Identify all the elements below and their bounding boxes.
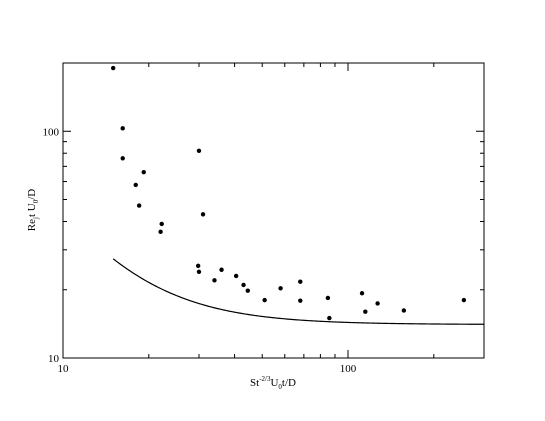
data-point [363, 309, 368, 314]
x-label-sup: -2/3 [259, 375, 271, 383]
data-point [159, 221, 164, 227]
data-point [278, 286, 283, 291]
data-point [212, 278, 217, 283]
data-point [233, 273, 239, 279]
x-label-sub: 0 [278, 383, 282, 391]
data-point [401, 308, 407, 313]
x-label-tail: t/D [282, 377, 296, 389]
data-point [327, 315, 332, 321]
data-point [110, 65, 116, 71]
data-point [461, 297, 467, 303]
data-point [298, 298, 303, 303]
plot-frame [62, 62, 485, 359]
data-point [375, 301, 380, 306]
data-point [200, 212, 206, 217]
data-point [241, 282, 246, 288]
x-axis-label: St-2/3U0t/D [250, 375, 296, 391]
y-label-mid: t U [26, 203, 38, 217]
x-tick-label: 10 [58, 363, 70, 375]
y-tick-label: 100 [43, 126, 60, 138]
data-point [158, 229, 163, 235]
data-point [262, 297, 267, 303]
x-label-mid: U [270, 377, 278, 389]
data-point [196, 269, 202, 274]
data-point [120, 156, 125, 161]
data-point [196, 148, 202, 153]
axis-ticks [62, 62, 485, 359]
data-point [141, 169, 146, 175]
data-point [219, 267, 224, 272]
data-point [136, 203, 142, 208]
tick-labels: 10 100 10 100 [43, 126, 357, 375]
data-point [120, 126, 125, 131]
x-tick-label: 100 [340, 363, 357, 375]
data-point [245, 288, 250, 293]
fit-curve [112, 258, 484, 325]
y-label-sub1: j [32, 217, 40, 220]
y-label-tail: /D [26, 189, 38, 200]
data-point [298, 279, 303, 284]
data-point [195, 263, 201, 269]
data-point [133, 182, 138, 188]
x-label-base: St [250, 377, 259, 389]
data-point [325, 295, 331, 301]
y-label-sub2: 0 [32, 199, 40, 203]
y-tick-label: 10 [48, 353, 60, 365]
y-axis-label: Rejt U0/D [26, 189, 40, 231]
data-points [110, 65, 467, 321]
y-label-base: Re [26, 219, 38, 231]
data-point [359, 291, 365, 296]
